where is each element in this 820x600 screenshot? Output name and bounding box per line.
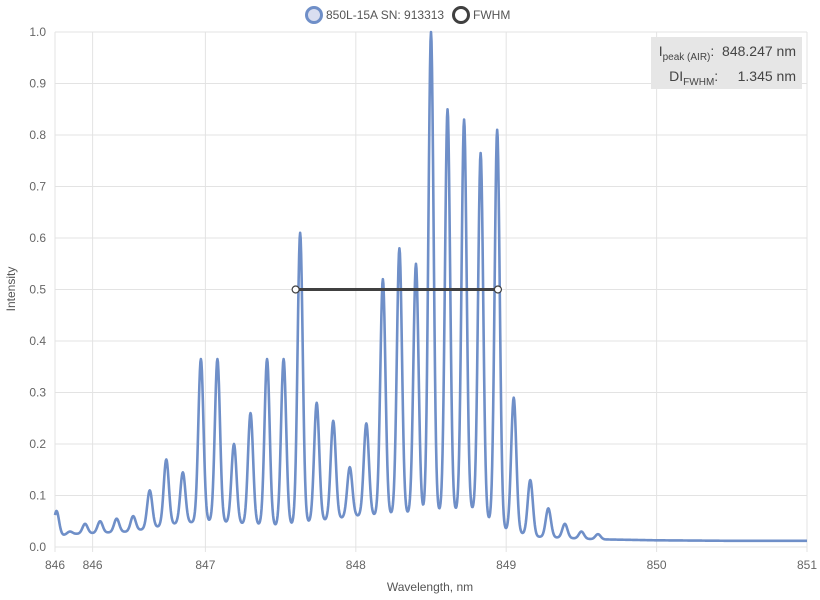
fwhm-series (291, 285, 503, 294)
y-tick-label: 0.3 (29, 386, 46, 400)
y-tick-label: 0.5 (29, 283, 46, 297)
y-tick-labels: 0.0 0.1 0.2 0.3 0.4 0.5 0.6 0.7 0.8 0.9 1.0 (29, 25, 46, 554)
x-tick-label: 846 (83, 558, 103, 572)
legend-swatch-fwhm (452, 6, 470, 24)
y-tick-label: 1.0 (29, 25, 46, 39)
x-tick-label: 848 (346, 558, 366, 572)
legend: 850L-15A SN: 913313 FWHM (305, 6, 511, 24)
y-tick-label: 0.7 (29, 180, 46, 194)
x-tick-label: 849 (496, 558, 516, 572)
y-tick-label: 0.2 (29, 437, 46, 451)
y-tick-label: 0.0 (29, 540, 46, 554)
legend-label-fwhm: FWHM (473, 8, 510, 22)
y-tick-label: 0.4 (29, 334, 46, 348)
legend-item-fwhm[interactable]: FWHM (452, 6, 511, 24)
x-axis-title: Wavelength, nm (387, 580, 473, 594)
x-tick-label: 846 (45, 558, 65, 572)
x-tick-label: 850 (647, 558, 667, 572)
fwhm-value: 1.345 nm (737, 68, 796, 84)
fwhm-label: DIFWHM (669, 68, 715, 88)
y-tick-label: 0.8 (29, 128, 46, 142)
legend-label-spectrum: 850L-15A SN: 913313 (326, 8, 444, 22)
peak-wavelength-row: Ipeak (AIR): 848.247 nm (658, 43, 796, 63)
peak-info-box: Ipeak (AIR): 848.247 nm DIFWHM: 1.345 nm (651, 37, 802, 89)
y-tick-label: 0.9 (29, 77, 46, 91)
series-line-spectrum (53, 30, 808, 543)
y-axis-title: Intensity (4, 267, 18, 312)
legend-swatch-spectrum (305, 6, 323, 24)
fwhm-point (493, 285, 503, 294)
peak-label: Ipeak (AIR) (658, 43, 711, 63)
fwhm-point (291, 285, 300, 294)
x-tick-labels: 846 846 847 848 849 850 851 (45, 558, 817, 572)
fwhm-row: DIFWHM: 1.345 nm (669, 68, 796, 88)
peak-value: 848.247 nm (722, 43, 796, 59)
y-tick-label: 0.6 (29, 231, 46, 245)
x-tick-label: 851 (797, 558, 817, 572)
y-tick-label: 0.1 (29, 489, 46, 503)
legend-item-spectrum[interactable]: 850L-15A SN: 913313 (305, 6, 445, 24)
x-tick-label: 847 (195, 558, 215, 572)
